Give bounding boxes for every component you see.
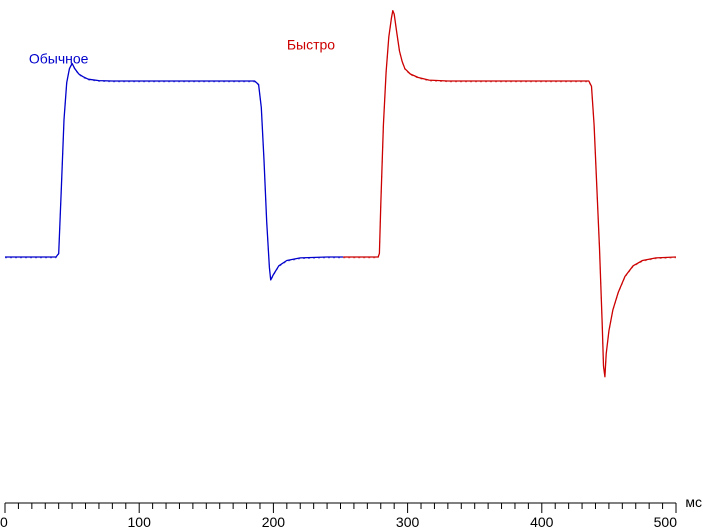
series-ripple-2 bbox=[343, 9, 677, 378]
x-axis-major-ticks bbox=[4, 503, 677, 513]
series-label-1: Обычное bbox=[29, 50, 89, 66]
series-label-2: Быстро bbox=[287, 36, 335, 52]
series-ripple-1 bbox=[5, 63, 344, 283]
x-tick-label: 400 bbox=[530, 514, 554, 530]
x-tick-label: 100 bbox=[128, 514, 152, 530]
series-layer: Обычное Быстро bbox=[5, 9, 677, 378]
x-axis-tick-labels: 0 100 200 300 400 500 bbox=[0, 514, 677, 530]
series-line-1 bbox=[5, 62, 344, 281]
x-tick-label: 200 bbox=[262, 514, 286, 530]
x-axis-unit-label: мс bbox=[685, 494, 702, 510]
x-axis: 0 100 200 300 400 500 мс bbox=[0, 494, 702, 530]
series-line-2 bbox=[343, 9, 677, 378]
x-axis-minor-ticks bbox=[17, 503, 664, 509]
x-tick-label: 500 bbox=[654, 514, 678, 530]
x-tick-label: 300 bbox=[396, 514, 420, 530]
x-tick-label: 0 bbox=[0, 514, 8, 530]
